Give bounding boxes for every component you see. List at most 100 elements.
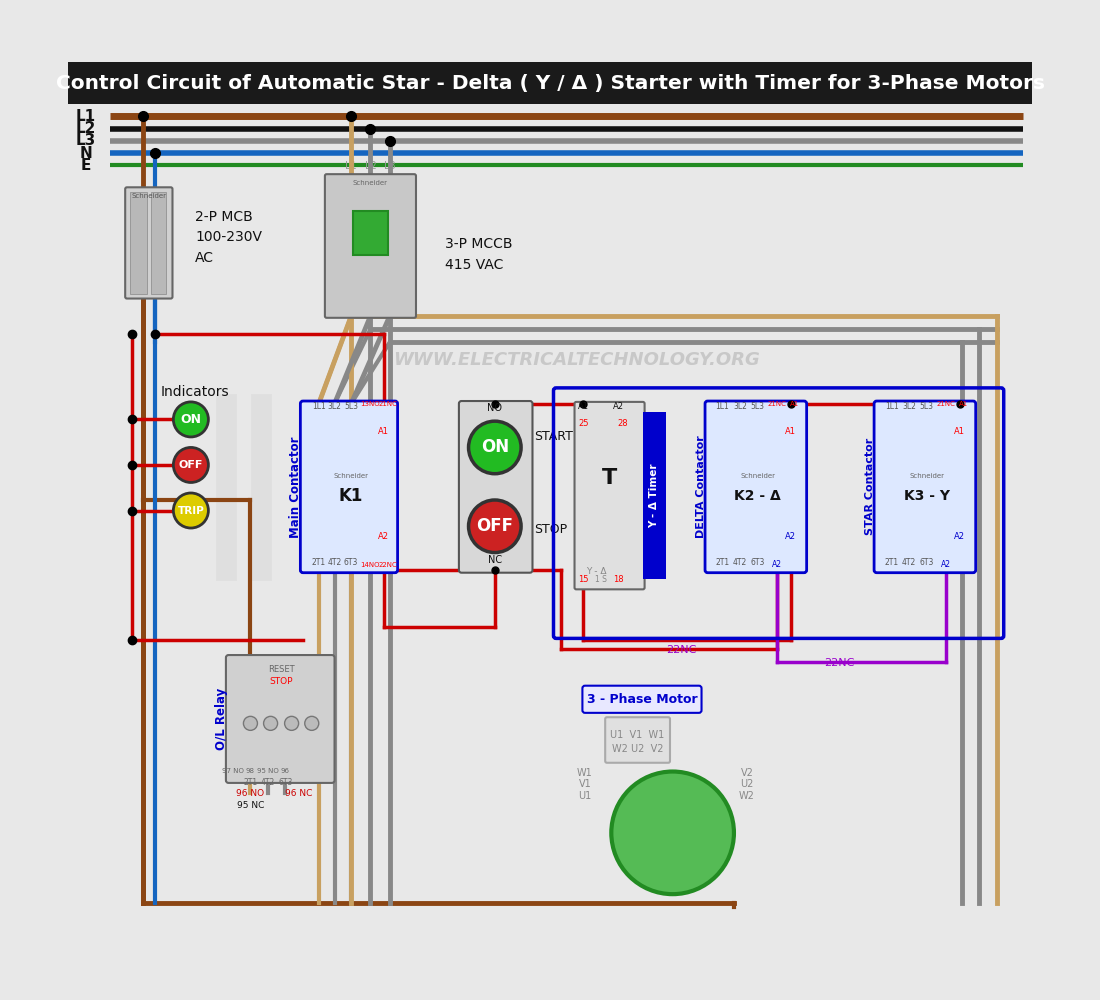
Circle shape (612, 772, 734, 894)
Text: A2: A2 (940, 560, 950, 569)
Circle shape (285, 716, 298, 730)
Text: E: E (80, 158, 91, 173)
Text: OFF: OFF (476, 517, 514, 535)
Text: 95 NO: 95 NO (257, 768, 278, 774)
Text: 4T2: 4T2 (328, 558, 342, 567)
Text: 4T2: 4T2 (261, 778, 275, 787)
Text: 2T1: 2T1 (715, 558, 729, 567)
Text: 13NO: 13NO (361, 401, 381, 407)
Text: A2: A2 (772, 560, 782, 569)
Text: 95 NC: 95 NC (236, 801, 264, 810)
Text: 22NC: 22NC (824, 658, 855, 668)
Text: 2T1: 2T1 (243, 778, 257, 787)
FancyBboxPatch shape (874, 401, 976, 573)
Circle shape (243, 716, 257, 730)
Text: ON: ON (180, 413, 201, 426)
Text: Y - Δ: Y - Δ (586, 567, 607, 576)
Text: L2: L2 (76, 121, 96, 136)
Text: Schneider: Schneider (909, 473, 944, 479)
FancyBboxPatch shape (226, 655, 334, 783)
Text: 1L1: 1L1 (716, 402, 729, 411)
Text: ON: ON (481, 438, 509, 456)
Text: Schneider: Schneider (131, 193, 166, 199)
Text: 28: 28 (617, 419, 628, 428)
Circle shape (174, 402, 208, 437)
Text: A2: A2 (955, 532, 966, 541)
Text: 4T2: 4T2 (902, 558, 916, 567)
Text: STAR Contactor: STAR Contactor (865, 438, 874, 535)
Text: V2: V2 (740, 768, 754, 778)
Text: A1: A1 (785, 427, 796, 436)
Text: 96 NO: 96 NO (236, 789, 264, 798)
Text: A1: A1 (578, 402, 588, 411)
Text: STOP: STOP (535, 523, 568, 536)
Text: NC: NC (487, 555, 502, 565)
Circle shape (264, 716, 277, 730)
Text: 3L2: 3L2 (328, 402, 341, 411)
Text: STOP: STOP (270, 677, 293, 686)
Text: Y - Δ Timer: Y - Δ Timer (649, 463, 659, 528)
Text: A1: A1 (378, 427, 389, 436)
Text: 21NC: 21NC (768, 401, 786, 407)
Text: L3: L3 (76, 133, 96, 148)
Circle shape (305, 716, 319, 730)
Text: 1L1: 1L1 (884, 402, 899, 411)
Text: Schneider: Schneider (353, 180, 388, 186)
Circle shape (469, 500, 521, 553)
Text: 6T3: 6T3 (920, 558, 934, 567)
Text: 3L2: 3L2 (733, 402, 747, 411)
Text: A2: A2 (613, 402, 624, 411)
Text: 22NC: 22NC (667, 645, 696, 655)
Circle shape (174, 493, 208, 528)
Text: 96 NC: 96 NC (285, 789, 312, 798)
Text: 3L2: 3L2 (902, 402, 916, 411)
Text: K1: K1 (339, 487, 363, 505)
Text: 15: 15 (578, 575, 588, 584)
FancyBboxPatch shape (574, 402, 645, 589)
Text: A2: A2 (378, 532, 389, 541)
Text: W2 U2  V2: W2 U2 V2 (612, 744, 663, 754)
Text: A2: A2 (785, 532, 796, 541)
Text: Control Circuit of Automatic Star - Delta ( Y / Δ ) Starter with Timer for 3-Pha: Control Circuit of Automatic Star - Delt… (55, 74, 1045, 93)
Text: 21NC: 21NC (936, 401, 955, 407)
Text: Main Contactor: Main Contactor (289, 436, 302, 538)
Text: 6T3: 6T3 (750, 558, 764, 567)
Text: N: N (79, 146, 92, 161)
Text: 3-P MCCB
415 VAC: 3-P MCCB 415 VAC (444, 237, 513, 272)
Bar (130, 192, 147, 294)
FancyBboxPatch shape (324, 174, 416, 318)
Text: 2-P MCB
100-230V
AC: 2-P MCB 100-230V AC (196, 210, 262, 265)
Text: L2: L2 (364, 161, 376, 171)
Text: Indicators: Indicators (161, 385, 230, 399)
Text: 1 S: 1 S (595, 575, 607, 584)
Text: 2T1: 2T1 (311, 558, 326, 567)
Bar (642, 412, 666, 579)
Text: RESET: RESET (267, 665, 295, 674)
Text: 22NC: 22NC (378, 562, 397, 568)
FancyBboxPatch shape (582, 686, 702, 713)
Bar (151, 192, 166, 294)
Text: 97 NO: 97 NO (222, 768, 244, 774)
Text: L1: L1 (345, 161, 358, 171)
Text: 96: 96 (280, 768, 290, 774)
FancyBboxPatch shape (605, 717, 670, 763)
Circle shape (174, 447, 208, 482)
Text: 3 - Phase Motor: 3 - Phase Motor (586, 693, 697, 706)
Text: Schneider: Schneider (333, 473, 369, 479)
Bar (68, 62, 1032, 104)
Text: V1: V1 (579, 779, 592, 789)
Text: O/L Relay: O/L Relay (214, 688, 228, 750)
Text: 25: 25 (578, 419, 588, 428)
Text: U1: U1 (579, 791, 592, 801)
Text: 14NO: 14NO (361, 562, 381, 568)
FancyBboxPatch shape (125, 187, 173, 299)
Text: DELTA Contactor: DELTA Contactor (695, 435, 706, 538)
Text: A1: A1 (790, 401, 799, 407)
Text: U1  V1  W1: U1 V1 W1 (610, 730, 664, 740)
Text: U2: U2 (740, 779, 754, 789)
Text: A1: A1 (955, 427, 966, 436)
Text: K3 - Y: K3 - Y (903, 489, 949, 503)
Text: T: T (602, 468, 617, 488)
Text: WWW.ELECTRICALTECHNOLOGY.ORG: WWW.ELECTRICALTECHNOLOGY.ORG (393, 351, 760, 369)
Text: 18: 18 (613, 575, 624, 584)
